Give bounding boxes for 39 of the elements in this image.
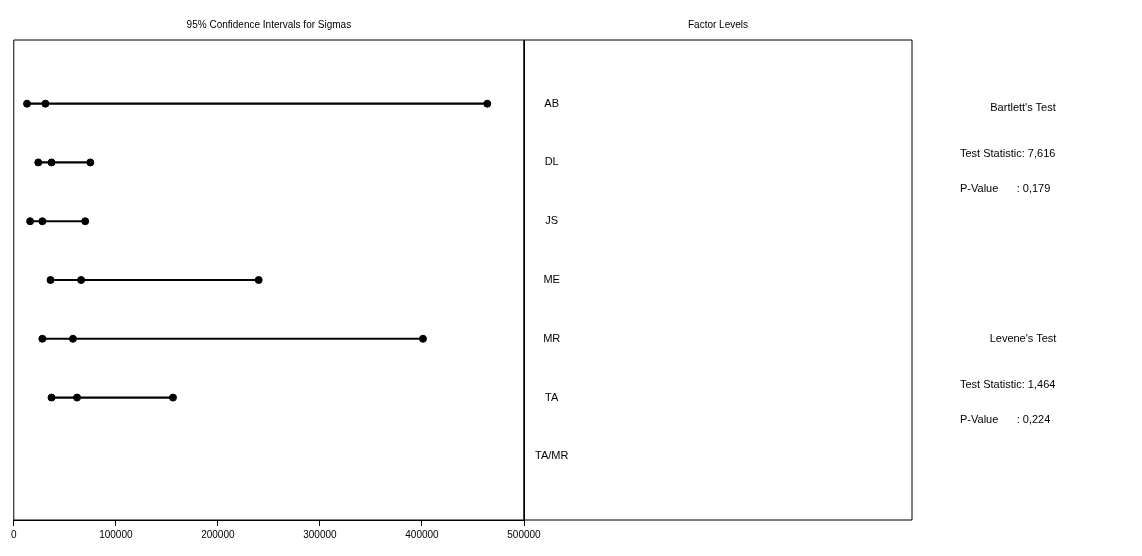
point	[418, 334, 427, 343]
chart-title: 95% Confidence Intervals for Sigmas	[186, 18, 352, 30]
text: P-Value : 0,179	[960, 182, 1051, 195]
point	[254, 276, 263, 284]
point	[38, 217, 47, 226]
text: P-Value : 0,224	[960, 413, 1051, 426]
point	[47, 393, 56, 402]
y-tick-label: DL	[544, 155, 559, 168]
point	[81, 217, 90, 226]
point	[38, 334, 47, 343]
point	[68, 334, 77, 343]
x-tick-label: 400000	[405, 528, 440, 540]
point	[86, 158, 95, 167]
point	[46, 276, 55, 284]
text: Bartlett's Test	[990, 101, 1056, 114]
x-tick-label: 100000	[99, 528, 133, 540]
text: Levene's Test	[989, 332, 1057, 345]
point	[26, 217, 35, 226]
y-tick-label: ME	[543, 273, 560, 286]
y-tick-label: AB	[544, 96, 560, 109]
x-tick-label: 300000	[303, 528, 338, 540]
text: Test Statistic: 1,464	[960, 378, 1056, 391]
text: Test Statistic: 7,616	[960, 147, 1056, 160]
y-tick-label: TA/MR	[535, 449, 569, 462]
x-tick-label: 0	[11, 528, 17, 540]
point	[47, 158, 56, 167]
x-tick-label: 200000	[201, 528, 235, 540]
y-tick-label: JS	[545, 214, 559, 227]
point	[23, 99, 32, 108]
point	[34, 158, 43, 167]
point	[41, 99, 50, 108]
x-tick-label: 500000	[507, 528, 542, 540]
y-tick-label: MR	[543, 331, 561, 344]
text: Factor Levels	[687, 18, 749, 30]
point	[77, 276, 86, 284]
point	[168, 393, 177, 402]
point	[483, 99, 492, 108]
point	[73, 393, 82, 402]
y-tick-label: TA	[545, 390, 559, 403]
